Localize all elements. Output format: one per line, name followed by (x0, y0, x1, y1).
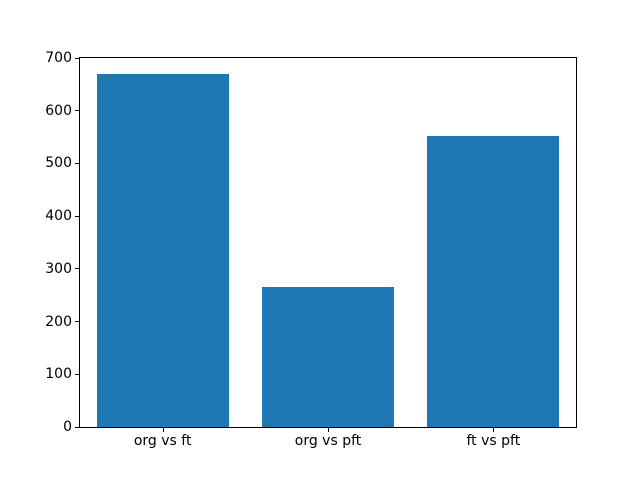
bar-org-vs-pft (262, 287, 394, 427)
y-tick-label: 300 (45, 260, 72, 277)
y-tick-label: 200 (45, 313, 72, 330)
x-tick-mark (162, 428, 164, 432)
y-tick-mark (75, 162, 80, 164)
y-tick-mark (75, 57, 80, 59)
x-tick-label: org vs pft (294, 433, 362, 449)
plot-area (79, 57, 577, 428)
y-tick-label: 700 (45, 50, 72, 66)
x-tick-label: org vs ft (133, 433, 192, 449)
y-tick-label: 600 (45, 102, 72, 119)
bar-org-vs-ft (96, 73, 229, 427)
y-tick-label: 100 (45, 366, 72, 383)
y-tick-mark (75, 110, 80, 112)
x-tick-mark (493, 428, 495, 432)
y-tick-mark (75, 268, 80, 270)
x-tick-label: ft vs pft (466, 433, 521, 449)
x-tick-mark (328, 428, 329, 432)
y-tick-mark (75, 373, 80, 375)
y-tick-mark (75, 215, 80, 217)
y-tick-mark (75, 426, 80, 428)
bar-ft-vs-pft (427, 135, 560, 427)
y-tick-label: 500 (45, 155, 72, 172)
y-tick-label: 400 (45, 208, 72, 225)
y-tick-label: 0 (63, 419, 72, 435)
y-tick-mark (75, 321, 80, 323)
